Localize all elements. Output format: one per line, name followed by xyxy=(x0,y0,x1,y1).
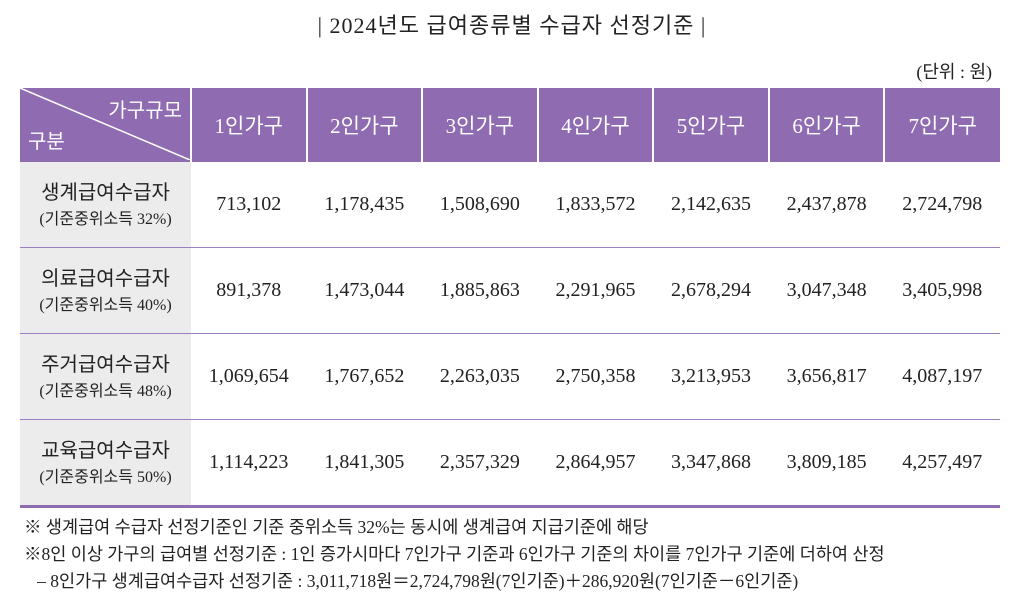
column-header: 2인가구 xyxy=(305,88,423,162)
table-row: 주거급여수급자 (기준중위소득 48%) 1,069,654 1,767,652 2,2… xyxy=(20,333,1000,420)
column-header: 4인가구 xyxy=(536,88,654,162)
row-header: 의료급여수급자 (기준중위소득 40%) xyxy=(20,247,191,334)
value-cell: 1,767,652 xyxy=(306,333,423,420)
note: ※ 생계급여 수급자 선정기준인 기준 중위소득 32%는 동시에 생계급여 지… xyxy=(24,517,649,537)
notes: ※ 생계급여 수급자 선정기준인 기준 중위소득 32%는 동시에 생계급여 지… xyxy=(24,514,885,595)
value-cell: 1,114,223 xyxy=(191,419,307,508)
value-cell: 2,724,798 xyxy=(884,162,1000,248)
value-cell: 4,257,497 xyxy=(884,419,1000,508)
row-name: 교육급여수급자 xyxy=(41,439,170,462)
value-cell: 2,142,635 xyxy=(653,162,769,248)
value-cell: 891,378 xyxy=(191,247,307,334)
row-subtitle: (기준중위소득 48%) xyxy=(39,382,172,400)
unit-label: (단위 : 원) xyxy=(916,62,992,82)
note: ※8인 이상 가구의 급여별 선정기준 : 1인 증가시마다 7인가구 기준과 … xyxy=(24,544,885,564)
value-cell: 3,809,185 xyxy=(768,419,885,508)
value-cell: 1,885,863 xyxy=(422,247,538,334)
value-cell: 1,833,572 xyxy=(537,162,654,248)
table-row: 의료급여수급자 (기준중위소득 40%) 891,378 1,473,044 1,885… xyxy=(20,247,1000,334)
value-cell: 3,405,998 xyxy=(884,247,1000,334)
value-cell: 3,047,348 xyxy=(768,247,885,334)
corner-column-label: 가구규모 xyxy=(108,100,182,122)
criteria-table: 가구규모 구분 1인가구 2인가구 3인가구 4인가구 5인가구 6인가구 7인가구 생계급… xyxy=(20,88,1000,508)
value-cell: 1,178,435 xyxy=(306,162,423,248)
row-subtitle: (기준중위소득 40%) xyxy=(39,296,172,314)
value-cell: 2,357,329 xyxy=(422,419,538,508)
corner-diagonal xyxy=(20,88,190,160)
value-cell: 1,473,044 xyxy=(306,247,423,334)
column-header: 1인가구 xyxy=(190,88,307,162)
column-header: 3인가구 xyxy=(421,88,538,162)
row-header: 생계급여수급자 (기준중위소득 32%) xyxy=(20,162,191,248)
column-header: 5인가구 xyxy=(652,88,769,162)
row-subtitle: (기준중위소득 32%) xyxy=(39,210,172,228)
row-name: 생계급여수급자 xyxy=(41,181,170,204)
value-cell: 3,656,817 xyxy=(768,333,885,420)
value-cell: 713,102 xyxy=(191,162,307,248)
corner-row-label: 구분 xyxy=(28,131,65,153)
row-header: 교육급여수급자 (기준중위소득 50%) xyxy=(20,419,191,508)
value-cell: 1,069,654 xyxy=(191,333,307,420)
value-cell: 2,437,878 xyxy=(768,162,885,248)
value-cell: 3,347,868 xyxy=(653,419,769,508)
corner-cell: 가구규모 구분 xyxy=(20,88,191,162)
table-row: 생계급여수급자 (기준중위소득 32%) 713,102 1,178,435 1,508… xyxy=(20,162,1000,248)
value-cell: 2,263,035 xyxy=(422,333,538,420)
title: | 2024년도 급여종류별 수급자 선정기준 | xyxy=(317,13,707,38)
value-cell: 2,750,358 xyxy=(537,333,654,420)
table-row: 교육급여수급자 (기준중위소득 50%) 1,114,223 1,841,305 2,3… xyxy=(20,419,1000,508)
row-name: 의료급여수급자 xyxy=(41,267,170,290)
row-header: 주거급여수급자 (기준중위소득 48%) xyxy=(20,333,191,420)
value-cell: 2,864,957 xyxy=(537,419,654,508)
header-row: 가구규모 구분 1인가구 2인가구 3인가구 4인가구 5인가구 6인가구 7인가구 xyxy=(20,88,1000,162)
value-cell: 4,087,197 xyxy=(884,333,1000,420)
row-subtitle: (기준중위소득 50%) xyxy=(39,468,172,486)
table-body: 생계급여수급자 (기준중위소득 32%) 713,102 1,178,435 1,508… xyxy=(20,162,1000,508)
value-cell: 2,291,965 xyxy=(537,247,654,334)
value-cell: 3,213,953 xyxy=(653,333,769,420)
value-cell: 2,678,294 xyxy=(653,247,769,334)
value-cell: 1,508,690 xyxy=(422,162,538,248)
column-header: 7인가구 xyxy=(883,88,1000,162)
row-name: 주거급여수급자 xyxy=(41,353,170,376)
value-cell: 1,841,305 xyxy=(306,419,423,508)
note: – 8인가구 생계급여수급자 선정기준 : 3,011,718원＝2,724,7… xyxy=(24,571,799,591)
column-header: 6인가구 xyxy=(767,88,885,162)
